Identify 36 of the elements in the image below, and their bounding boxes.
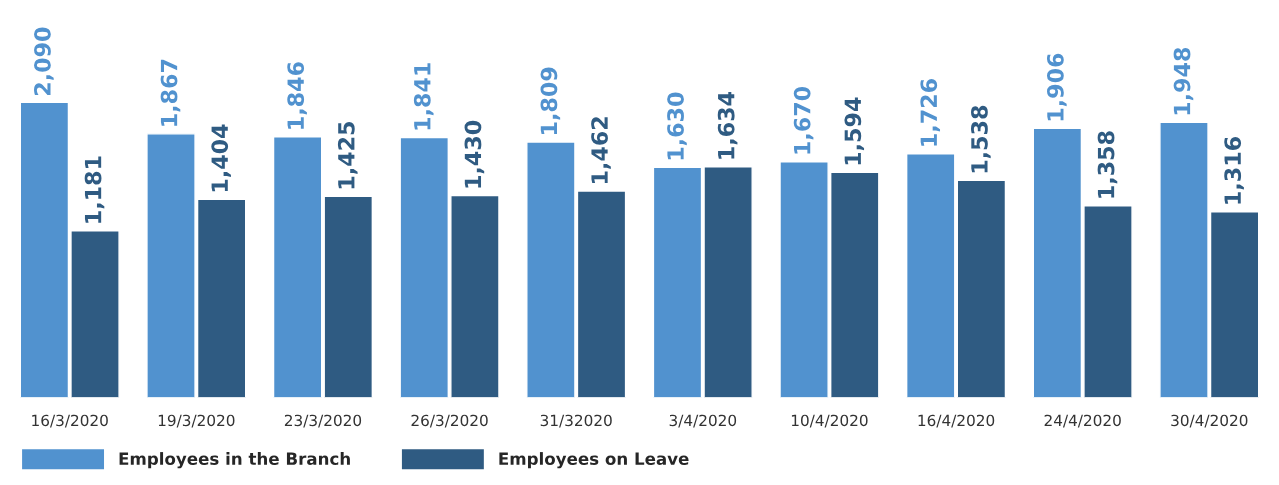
data-label: 1,594 xyxy=(844,97,865,165)
x-tick-label: 24/4/2020 xyxy=(1044,414,1121,428)
bar xyxy=(272,136,323,398)
legend-label: Employees on Leave xyxy=(499,452,689,469)
x-tick-label: 16/4/2020 xyxy=(918,414,995,428)
data-label: 1,846 xyxy=(287,62,307,129)
x-tick-label: 23/3/2020 xyxy=(284,414,362,428)
data-label: 2,090 xyxy=(34,27,54,96)
data-label: 1,726 xyxy=(920,79,941,146)
data-label: 1,316 xyxy=(1224,137,1244,204)
bar xyxy=(905,153,956,398)
data-label: 1,462 xyxy=(591,117,611,184)
data-label: 1,809 xyxy=(540,67,561,134)
x-tick-label: 10/4/2020 xyxy=(791,414,868,428)
x-tick-label: 3/4/2020 xyxy=(669,414,737,428)
data-label: 1,634 xyxy=(717,91,738,159)
bar xyxy=(323,195,374,398)
data-label: 1,948 xyxy=(1173,47,1194,115)
data-label: 1,906 xyxy=(1046,53,1067,121)
data-label: 1,358 xyxy=(1097,131,1118,198)
bar xyxy=(956,179,1007,398)
data-label: 1,841 xyxy=(413,63,434,130)
data-label: 1,404 xyxy=(211,124,231,192)
x-tick-label: 30/4/2020 xyxy=(1171,414,1248,428)
x-tick-label: 19/3/2020 xyxy=(158,414,235,428)
data-label: 1,425 xyxy=(337,122,358,189)
legend-label: Employees in the Branch xyxy=(119,452,350,469)
x-tick-label: 16/3/2020 xyxy=(32,414,108,428)
data-label: 1,867 xyxy=(160,59,181,126)
data-label: 1,630 xyxy=(667,92,687,160)
x-tick-label: 26/3/2020 xyxy=(411,414,488,428)
data-label: 1,430 xyxy=(464,120,485,188)
data-label: 1,538 xyxy=(971,105,991,173)
x-tick-label: 31/32020 xyxy=(540,414,612,428)
data-label: 1,670 xyxy=(793,86,814,154)
data-label: 1,181 xyxy=(84,156,105,223)
